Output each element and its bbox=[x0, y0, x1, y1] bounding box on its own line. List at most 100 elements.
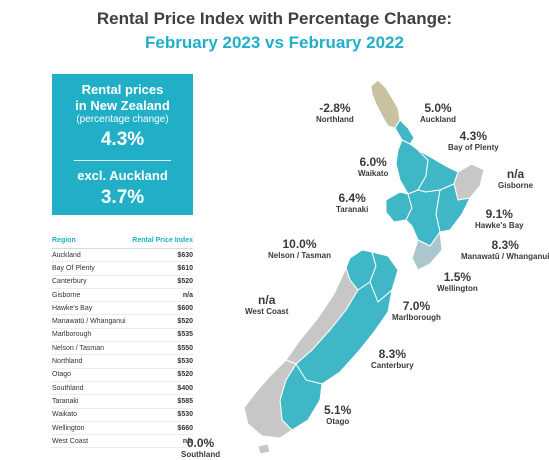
waikato-pct: 6.0% bbox=[359, 155, 387, 169]
region-canterbury bbox=[295, 281, 393, 385]
region-southland bbox=[243, 359, 297, 439]
southland-pct: 0.0% bbox=[186, 436, 215, 450]
table-row: Hawke's Bay $600 bbox=[52, 302, 193, 316]
row-value: $520 bbox=[177, 371, 193, 379]
label-manawatu: 8.3% Manawatū / Whanganui bbox=[461, 238, 549, 262]
west-coast-name: West Coast bbox=[245, 307, 289, 316]
region-manawatu bbox=[405, 189, 441, 247]
marlborough-name: Marlborough bbox=[392, 313, 441, 322]
canterbury-name: Canterbury bbox=[371, 361, 414, 370]
chart-subtitle: February 2023 vs February 2022 bbox=[145, 33, 404, 52]
row-value: $660 bbox=[177, 424, 193, 432]
region-wellington bbox=[411, 230, 443, 271]
label-gisborne: n/a Gisborne bbox=[498, 167, 533, 191]
label-otago: 5.1% Otago bbox=[324, 403, 351, 427]
otago-pct: 5.1% bbox=[324, 403, 352, 417]
chart-title: Rental Price Index with Percentage Chang… bbox=[96, 9, 453, 28]
row-value: $585 bbox=[177, 397, 193, 405]
row-value: $600 bbox=[177, 304, 193, 312]
marlborough-pct: 7.0% bbox=[402, 299, 431, 313]
callout-divider bbox=[74, 160, 171, 161]
row-region: Wellington bbox=[52, 424, 85, 432]
bay-of-plenty-pct: 4.3% bbox=[459, 129, 488, 143]
row-region: Otago bbox=[52, 371, 72, 379]
national-summary-callout: Rental prices in New Zealand (percentage… bbox=[52, 74, 193, 215]
label-northland: -2.8% Northland bbox=[316, 101, 354, 125]
row-value: $610 bbox=[177, 264, 193, 272]
southland-name: Southland bbox=[181, 450, 221, 459]
table-row: Otago $520 bbox=[52, 369, 193, 382]
table-row: Taranaki $585 bbox=[52, 395, 193, 409]
gisborne-pct: n/a bbox=[506, 167, 525, 181]
table-row: Waikato $530 bbox=[52, 409, 193, 422]
label-hawkes-bay: 9.1% Hawke's Bay bbox=[475, 207, 524, 231]
label-southland: 0.0% Southland bbox=[181, 436, 220, 460]
table-row: Manawatū / Whanganui $520 bbox=[52, 315, 193, 329]
row-value: $630 bbox=[177, 251, 193, 259]
callout-subtitle: (percentage change) bbox=[76, 114, 169, 125]
manawatu-pct: 8.3% bbox=[491, 238, 519, 252]
row-value: $530 bbox=[177, 358, 193, 366]
waikato-name: Waikato bbox=[358, 169, 389, 178]
row-region: Southland bbox=[52, 384, 84, 392]
table-row: Northland $530 bbox=[52, 355, 193, 369]
table-row: Canterbury $520 bbox=[52, 276, 193, 289]
label-marlborough: 7.0% Marlborough bbox=[392, 299, 441, 323]
callout-excl-label: excl. Auckland bbox=[77, 168, 168, 183]
canterbury-pct: 8.3% bbox=[378, 347, 407, 361]
taranaki-name: Taranaki bbox=[336, 205, 369, 214]
header-index: Rental Price Index bbox=[132, 236, 193, 244]
callout-national-value: 4.3% bbox=[100, 129, 145, 150]
table-row: West Coast n/a bbox=[52, 435, 193, 449]
table-row: Nelson / Tasman $550 bbox=[52, 342, 193, 356]
row-region: Bay Of Plenty bbox=[52, 264, 95, 272]
row-region: Northland bbox=[52, 358, 83, 366]
region-northland bbox=[370, 79, 401, 129]
label-west-coast: n/a West Coast bbox=[245, 293, 288, 317]
row-region: Gisborne bbox=[52, 291, 81, 299]
row-value: $535 bbox=[177, 331, 193, 339]
row-region: Waikato bbox=[52, 411, 78, 419]
table-header: Region Rental Price Index bbox=[52, 232, 193, 249]
table-row: Southland $400 bbox=[52, 382, 193, 396]
auckland-name: Auckland bbox=[420, 115, 457, 124]
wellington-name: Wellington bbox=[437, 284, 478, 293]
nelson-tasman-name: Nelson / Tasman bbox=[268, 251, 331, 260]
row-region: Manawatū / Whanganui bbox=[52, 318, 126, 326]
row-region: Auckland bbox=[52, 251, 81, 259]
gisborne-name: Gisborne bbox=[498, 181, 534, 190]
table-row: Auckland $630 bbox=[52, 249, 193, 263]
bay-of-plenty-name: Bay of Plenty bbox=[448, 143, 499, 152]
label-auckland: 5.0% Auckland bbox=[420, 101, 456, 125]
rental-index-table: Region Rental Price Index Auckland $630 Ba… bbox=[52, 232, 193, 449]
label-wellington: 1.5% Wellington bbox=[437, 270, 478, 294]
northland-name: Northland bbox=[316, 115, 354, 124]
row-region: Hawke's Bay bbox=[52, 304, 93, 312]
row-value: n/a bbox=[182, 291, 193, 299]
callout-line1: Rental prices bbox=[81, 82, 164, 97]
row-value: $530 bbox=[177, 411, 193, 419]
northland-pct: -2.8% bbox=[319, 101, 351, 115]
region-stewart-island bbox=[257, 443, 271, 455]
label-bay-of-plenty: 4.3% Bay of Plenty bbox=[448, 129, 499, 153]
table-row: Wellington $660 bbox=[52, 422, 193, 436]
region-gisborne bbox=[453, 163, 485, 201]
callout-line2: in New Zealand bbox=[75, 98, 170, 113]
nelson-tasman-pct: 10.0% bbox=[282, 237, 317, 251]
table-row: Gisborne n/a bbox=[52, 289, 193, 303]
row-region: Nelson / Tasman bbox=[52, 344, 105, 352]
row-value: $400 bbox=[177, 384, 193, 392]
region-auckland bbox=[394, 119, 415, 145]
west-coast-pct: n/a bbox=[258, 293, 276, 307]
otago-name: Otago bbox=[326, 417, 350, 426]
row-region: West Coast bbox=[52, 437, 89, 445]
taranaki-pct: 6.4% bbox=[338, 191, 366, 205]
hawkes-bay-name: Hawke's Bay bbox=[475, 221, 524, 230]
table-row: Marlborough $535 bbox=[52, 329, 193, 343]
label-waikato: 6.0% Waikato bbox=[358, 155, 388, 179]
table-row: Bay Of Plenty $610 bbox=[52, 262, 193, 276]
label-nelson-tasman: 10.0% Nelson / Tasman bbox=[268, 237, 331, 261]
auckland-pct: 5.0% bbox=[424, 101, 452, 115]
row-value: $520 bbox=[177, 278, 193, 286]
